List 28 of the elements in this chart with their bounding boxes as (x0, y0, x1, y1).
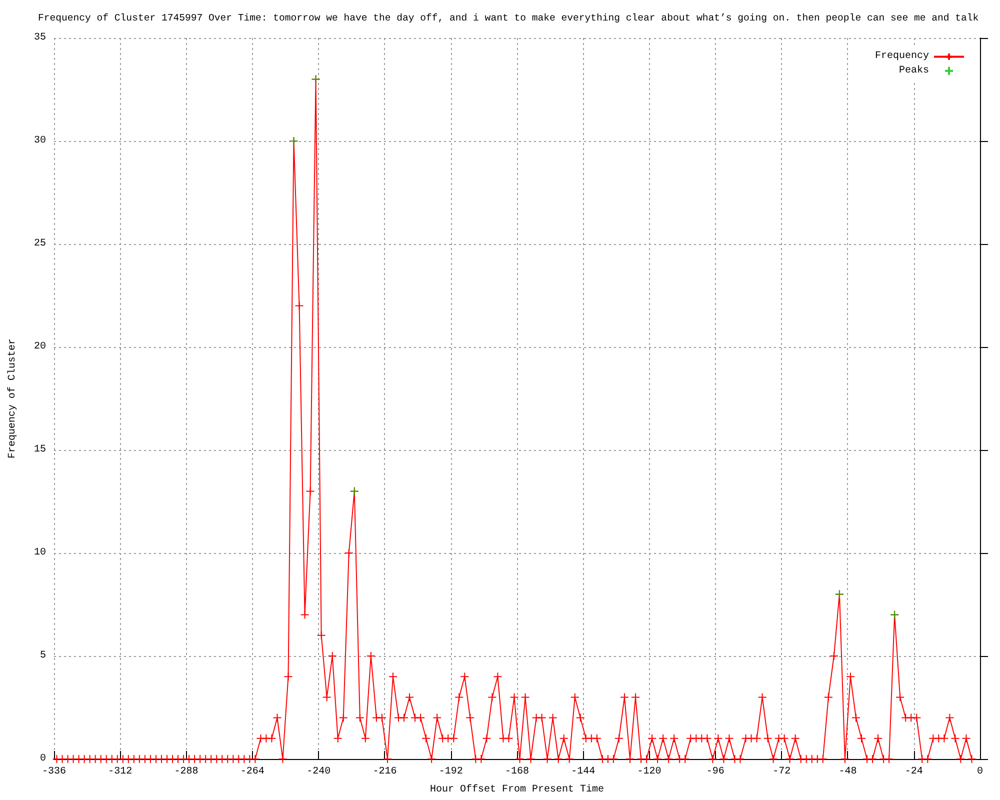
x-tick-label: -336 (42, 766, 66, 778)
y-tick-label: 15 (34, 444, 46, 456)
x-tick-label: -288 (174, 766, 198, 778)
y-tick-label: 25 (34, 238, 46, 250)
y-tick-label: 30 (34, 136, 46, 146)
x-tick-label: 0 (976, 766, 984, 778)
x-tick-label: -168 (504, 766, 530, 778)
x-axis-title: Hour Offset From Present Time (430, 784, 604, 796)
x-tick-label: -240 (306, 766, 331, 778)
x-tick-label: -96 (706, 766, 724, 778)
x-tick-label: -264 (240, 766, 264, 778)
y-tick-label: 10 (34, 548, 46, 558)
y-tick-label: 20 (34, 342, 46, 352)
x-tick-label: -192 (438, 766, 463, 778)
legend-label: Frequency (874, 51, 929, 62)
x-tick-label: -144 (571, 766, 596, 778)
y-tick-label: 0 (40, 754, 46, 764)
x-tick-label: -24 (904, 766, 923, 778)
x-tick-label: -72 (772, 766, 791, 778)
legend-label: Peaks (898, 64, 929, 76)
x-tick-label: -312 (108, 766, 132, 778)
x-tick-label: -120 (637, 766, 662, 778)
y-tick-label: 5 (40, 650, 46, 662)
x-tick-label: -216 (372, 766, 397, 778)
y-tick-label: 35 (34, 32, 46, 44)
y-axis-title: Frequency of Cluster (6, 338, 18, 459)
x-tick-label: -48 (838, 766, 857, 778)
chart-title: Frequency of Cluster 1745997 Over Time: tomorrow we have the day off, and i want to make everything clear about what’s going on. then people can see me and talk (38, 12, 979, 24)
